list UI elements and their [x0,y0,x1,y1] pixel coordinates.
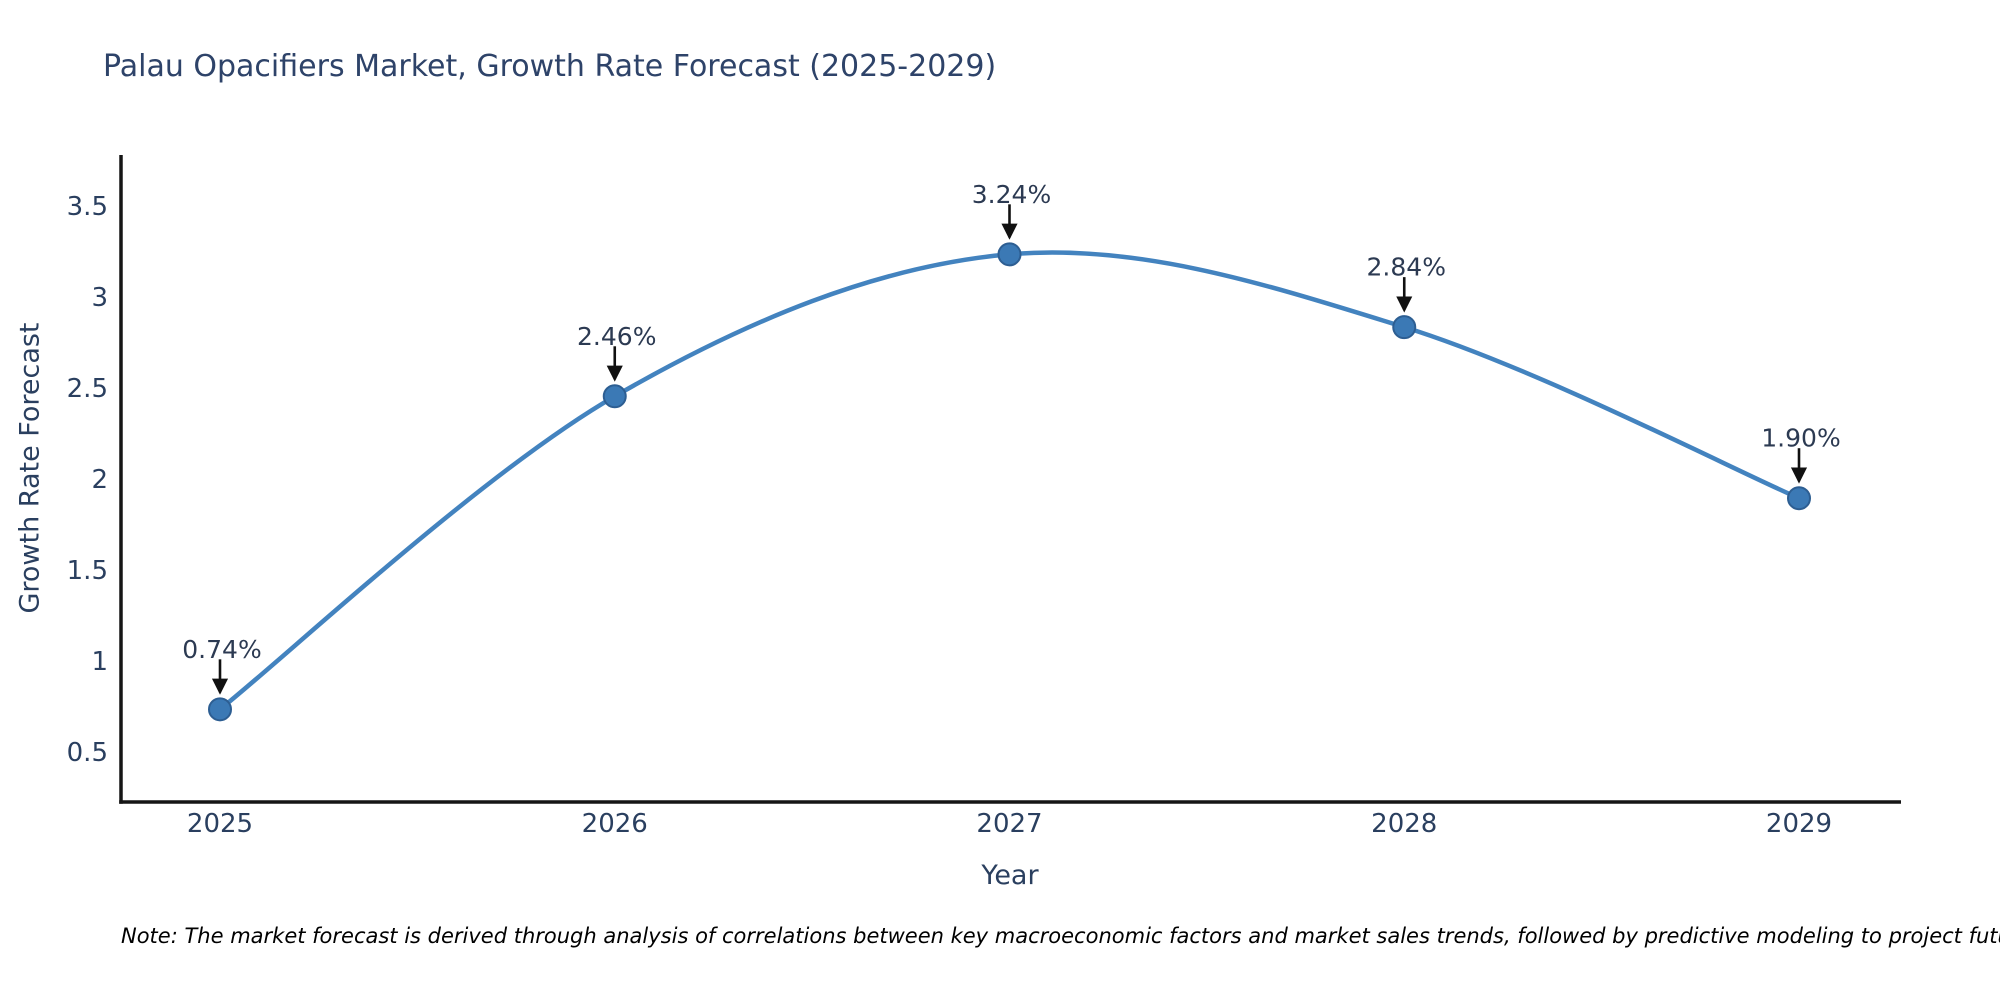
y-tick-label: 1 [91,647,108,677]
x-tick-label: 2028 [1371,809,1437,839]
data-points [208,242,1811,722]
data-point-value-label: 1.90% [1761,424,1840,453]
x-tick-label: 2026 [582,809,648,839]
x-tick-label: 2025 [187,809,253,839]
data-point-value-label: 2.84% [1367,253,1446,282]
data-point-value-label: 2.46% [577,322,656,351]
footnote: Note: The market forecast is derived thr… [121,924,2000,948]
y-tick-label: 0.5 [67,738,108,768]
y-tick-label: 2 [91,465,108,495]
growth-rate-series-line [217,250,1802,712]
data-point[interactable] [1392,315,1417,340]
data-point[interactable] [602,384,627,409]
x-tick-label: 2027 [976,809,1042,839]
x-axis-title: Year [980,860,1039,891]
data-point[interactable] [208,697,232,722]
data-point-value-label: 0.74% [182,635,261,664]
y-tick-label: 3 [91,283,108,313]
annotation-labels: 0.74% 2.46% 3.24% 2.84% 1.90% [182,180,1840,664]
tick-labels: 3.5 3 2.5 2 1.5 1 0.5 2025 2026 2027 2028 2029 [67,192,1832,839]
data-point[interactable] [1787,486,1811,511]
chart-title: Palau Opacifiers Market, Growth Rate For… [103,49,996,84]
x-tick-label: 2029 [1766,809,1832,839]
y-tick-label: 3.5 [67,192,108,222]
data-point[interactable] [997,242,1022,267]
y-axis-title: Growth Rate Forecast [15,322,46,613]
series-line [217,250,1802,712]
data-point-value-label: 3.24% [972,180,1051,209]
annotation-arrows [211,204,1808,695]
y-tick-label: 1.5 [67,556,108,586]
y-tick-label: 2.5 [67,374,108,404]
